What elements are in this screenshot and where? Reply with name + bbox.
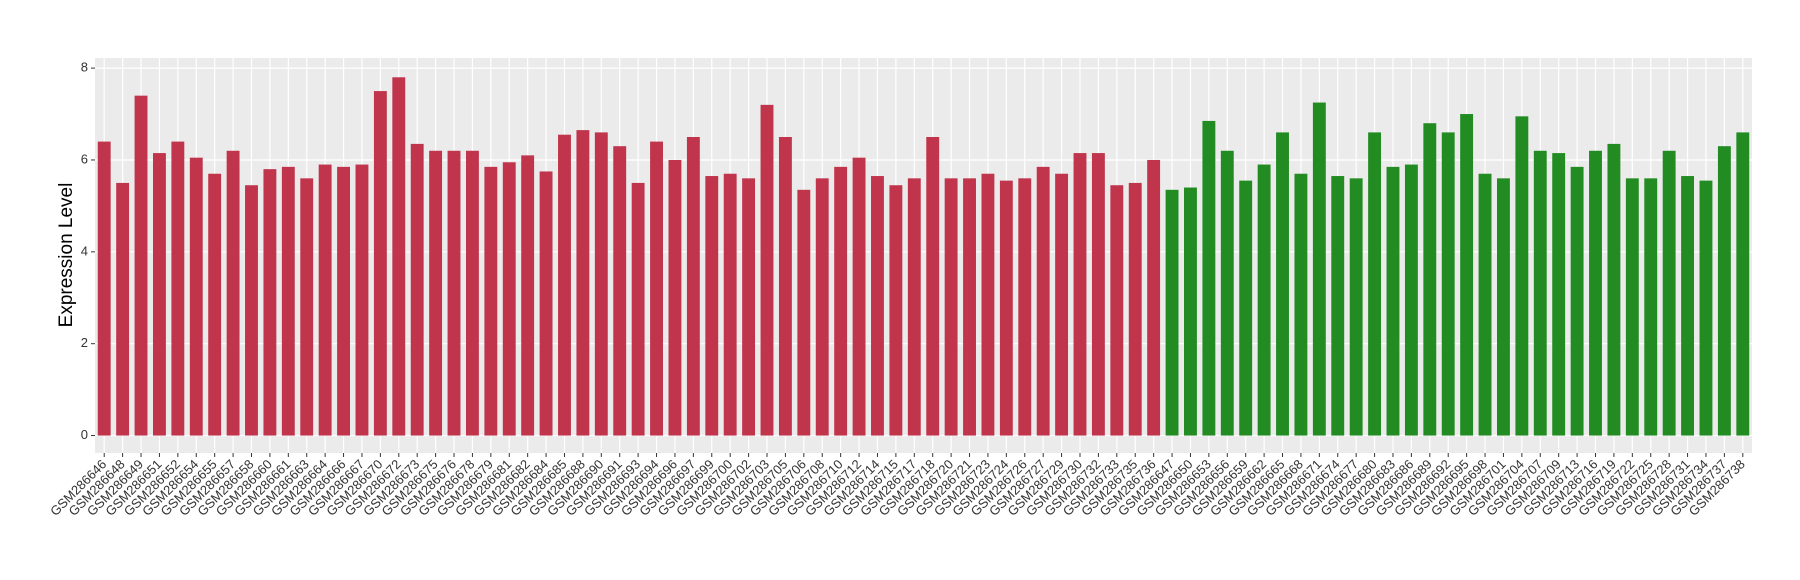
bar <box>429 150 443 436</box>
bar <box>1036 166 1050 436</box>
bar <box>686 137 700 436</box>
bar <box>1091 153 1105 436</box>
bar <box>318 164 332 436</box>
bar <box>539 171 553 436</box>
bar <box>1625 178 1639 436</box>
bar <box>1055 173 1069 436</box>
bar <box>797 189 811 436</box>
bar <box>1239 180 1253 436</box>
bar <box>1497 178 1510 436</box>
bar <box>650 141 663 436</box>
bar <box>410 143 424 436</box>
bar <box>907 178 921 436</box>
bar <box>1404 164 1418 436</box>
bar <box>1717 146 1731 436</box>
bar <box>337 166 350 436</box>
bar <box>1220 150 1234 436</box>
bar <box>1607 143 1621 436</box>
bar <box>742 178 756 436</box>
bar <box>778 137 792 436</box>
bar <box>1478 173 1492 436</box>
bar <box>1552 153 1566 436</box>
bar <box>392 77 406 436</box>
bar <box>1662 150 1676 436</box>
bar <box>521 155 535 436</box>
bar <box>1699 180 1713 436</box>
bar <box>705 176 719 436</box>
bar <box>116 182 130 436</box>
bar <box>815 178 829 436</box>
bar <box>97 141 111 436</box>
bar <box>1441 132 1455 436</box>
y-tick-label: 4 <box>81 243 88 258</box>
bar <box>631 182 645 436</box>
bar <box>834 166 848 436</box>
bar <box>1681 176 1695 436</box>
bar <box>963 178 976 436</box>
bar <box>447 150 461 436</box>
bar <box>1533 150 1547 436</box>
bar <box>1349 178 1363 436</box>
bar <box>668 159 682 436</box>
plot-background <box>95 58 1752 453</box>
y-tick-label: 6 <box>81 151 88 166</box>
bar <box>944 178 958 436</box>
bar <box>999 180 1013 436</box>
y-tick-label: 2 <box>81 335 88 350</box>
bar <box>723 173 737 436</box>
y-tick-label: 0 <box>81 427 88 442</box>
y-tick-label: 8 <box>81 60 88 75</box>
bar <box>300 178 314 436</box>
bar <box>576 130 590 436</box>
bar <box>355 164 369 436</box>
bar <box>1644 178 1658 436</box>
bar <box>245 185 258 436</box>
bar <box>1128 182 1142 436</box>
bar <box>502 162 516 436</box>
bar <box>613 146 627 436</box>
bar <box>1110 185 1124 436</box>
bar <box>1589 150 1602 436</box>
bar <box>1312 102 1326 436</box>
bar <box>594 132 608 436</box>
bar <box>1736 132 1750 436</box>
bar <box>1202 120 1216 436</box>
bar <box>871 176 884 436</box>
bar <box>465 150 479 436</box>
bar <box>226 150 240 436</box>
bar <box>1165 189 1179 436</box>
bar <box>1331 176 1345 436</box>
bar <box>1570 166 1584 436</box>
bar <box>373 91 387 436</box>
bar <box>208 173 222 436</box>
bar <box>189 157 203 436</box>
bar <box>134 95 148 436</box>
bar <box>281 166 295 436</box>
bar <box>1515 116 1529 436</box>
bar <box>1184 187 1197 436</box>
bar <box>852 157 866 436</box>
y-axis-title: Expression Level <box>56 183 77 328</box>
bar <box>760 104 774 436</box>
bar <box>1073 153 1087 436</box>
bar <box>1294 173 1308 436</box>
bar <box>1147 159 1161 436</box>
bar <box>1423 123 1437 436</box>
bar <box>484 166 498 436</box>
bar <box>171 141 185 436</box>
bar <box>1386 166 1400 436</box>
bar <box>981 173 995 436</box>
bar <box>1276 132 1289 436</box>
bar <box>1257 164 1271 436</box>
bar <box>1368 132 1382 436</box>
bar <box>1018 178 1032 436</box>
bar <box>889 185 903 436</box>
bar <box>152 153 166 436</box>
bar <box>263 169 277 436</box>
bar <box>558 134 571 436</box>
bar <box>926 137 940 436</box>
bar <box>1460 114 1474 436</box>
